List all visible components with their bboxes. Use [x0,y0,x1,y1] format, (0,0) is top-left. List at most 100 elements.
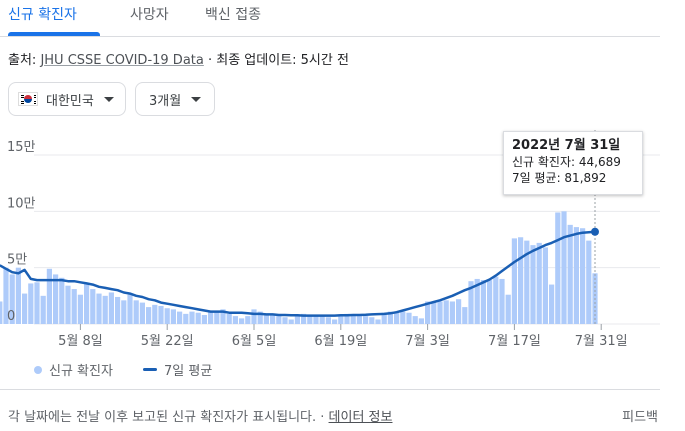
bar [257,311,263,324]
bar [232,316,238,324]
bar [499,278,505,324]
bar [580,228,586,324]
bar [270,314,276,324]
bar [102,295,108,324]
bar [456,299,462,324]
bar [549,284,555,324]
bar [518,237,524,324]
bar [573,227,579,324]
bar [313,316,319,324]
y-tick-label: 0 [7,309,15,324]
source-line: 출처: JHU CSSE COVID-19 Data · 최종 업데이트: 5시… [8,49,349,68]
cases-chart[interactable]: 0 5만 10만 15만 5월 8일 5월 22일 6월 5일 6월 19일 7월 3일 7월 1… [0,130,660,355]
active-tab-indicator [8,32,100,36]
bar [9,274,15,324]
footer-divider [0,389,660,390]
bar [381,312,387,324]
bar [468,281,474,324]
data-info-link[interactable]: 데이터 정보 [328,410,393,425]
bar [59,277,65,324]
legend-average-label: 7일 평균 [164,364,213,379]
legend-cases-swatch [34,365,42,374]
bar [369,317,375,324]
bar [28,283,34,324]
bar [15,267,21,324]
bar [96,293,102,324]
tooltip-cases: 신규 확진자: 44,689 [512,155,621,169]
tab-deaths[interactable]: 사망자 [130,7,169,23]
bar [332,319,338,324]
x-tick-label: 6월 5일 [232,334,277,349]
y-tick-label: 15만 [7,140,36,155]
bar [363,316,369,324]
bar [164,308,170,324]
bar [425,301,431,324]
feedback-link[interactable]: 피드백 [622,410,658,425]
bar [462,307,468,324]
bar [307,314,313,324]
country-select[interactable]: 대한민국 [8,82,126,116]
bar [226,313,232,324]
bar [480,280,486,324]
bar [46,268,52,324]
bar [214,311,220,324]
bar [301,313,307,324]
bar [183,313,189,324]
bar [71,289,77,324]
bar [276,316,282,324]
bar [418,318,424,324]
tab-vaccinations[interactable]: 백신 접종 [205,7,261,23]
source-link[interactable]: JHU CSSE COVID-19 Data [40,53,204,68]
x-tick-label: 5월 22일 [141,334,194,349]
x-tick-label: 7월 31일 [575,334,628,349]
legend-cases-label: 신규 확진자 [49,364,113,379]
korea-flag-icon [18,92,38,106]
bar [146,307,152,324]
bar [170,309,176,324]
x-tick-label: 7월 3일 [405,334,450,349]
y-tick-label: 10만 [7,196,36,211]
bar [505,294,511,324]
bar [530,245,536,324]
bar [220,309,226,324]
x-tick-label: 6월 19일 [314,334,367,349]
bar [474,278,480,324]
bar [294,316,300,324]
chart-bars [0,211,598,324]
bar [127,294,133,324]
bar [208,310,214,324]
bar [133,300,139,324]
bar [139,302,145,324]
average-line [0,230,596,317]
bar [350,314,356,324]
tab-new-cases[interactable]: 신규 확진자 [8,7,77,23]
bar [561,211,567,324]
footer-text: 각 날짜에는 전날 이후 보고된 신규 확진자가 표시됩니다. · [8,410,329,425]
bar [195,312,201,324]
bar [325,317,331,324]
bar [524,240,530,324]
tooltip-average: 7일 평균: 81,892 [512,171,607,185]
period-select-label: 3개월 [149,93,182,109]
bar [282,317,288,324]
bar [487,280,493,324]
bar [84,283,90,324]
legend-cases[interactable]: 신규 확진자 [34,360,113,379]
bar [189,311,195,324]
bar [121,300,127,324]
period-select[interactable]: 3개월 [135,82,215,116]
footer-note: 각 날짜에는 전날 이후 보고된 신규 확진자가 표시됩니다. · 데이터 정보 [8,406,392,425]
bar [34,282,40,324]
bar [344,313,350,324]
bar [400,311,406,324]
bar [65,285,71,324]
bar [0,301,3,324]
chevron-down-icon [103,96,114,102]
bar [201,314,207,324]
legend-average[interactable]: 7일 평균 [143,360,212,379]
bar [177,311,183,324]
last-updated: · 최종 업데이트: 5시간 전 [203,53,349,68]
bar [412,316,418,324]
bar [319,316,325,324]
bar [90,289,96,324]
